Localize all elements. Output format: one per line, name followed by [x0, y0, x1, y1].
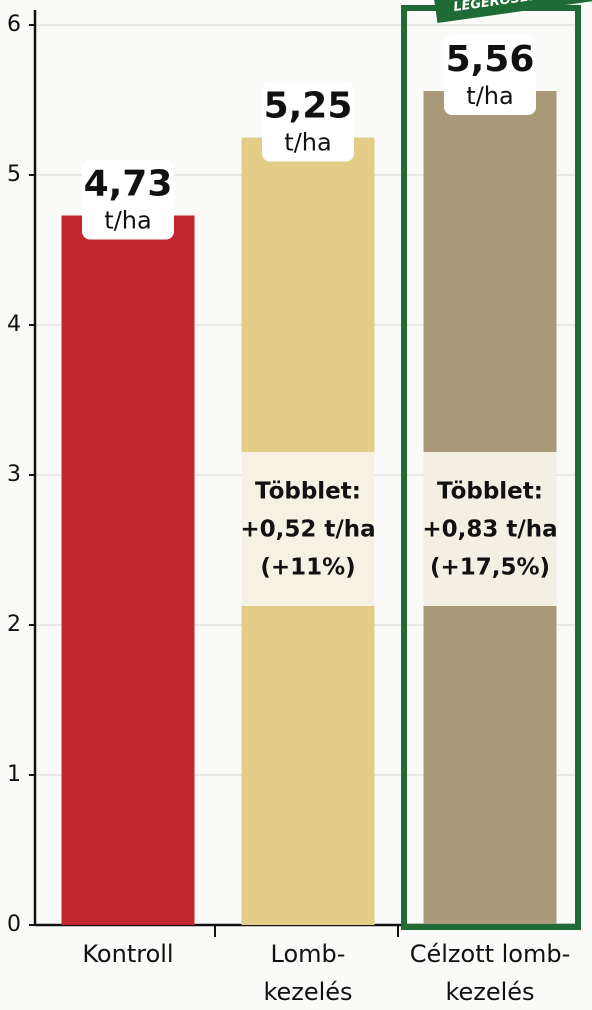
y-tick-label: 6	[7, 12, 21, 37]
annotation: +0,52 t/ha	[240, 517, 375, 543]
value-label: 4,73	[84, 164, 173, 205]
value-unit: t/ha	[284, 129, 331, 157]
y-tick-label: 3	[7, 462, 21, 487]
annotation: (+11%)	[260, 555, 355, 581]
y-tick-label: 2	[7, 612, 21, 637]
annotation: (+17,5%)	[430, 555, 550, 581]
x-tick-label-line: kezelés	[445, 978, 534, 1006]
y-tick-label: 5	[7, 162, 21, 187]
x-tick-label: Kontroll	[82, 940, 173, 968]
y-tick-label: 0	[7, 912, 21, 937]
x-tick-label-line: Lomb-	[271, 940, 346, 968]
annotation: +0,83 t/ha	[422, 517, 557, 543]
y-tick-label: 4	[7, 312, 21, 337]
value-label: 5,56	[446, 39, 535, 80]
chart: 01234564,73t/haKontrollTöbblet:+0,52 t/h…	[0, 0, 592, 1010]
value-unit: t/ha	[466, 82, 513, 110]
annotation: Többlet:	[437, 479, 543, 505]
x-tick-label-line: Kontroll	[82, 940, 173, 968]
x-tick-label-line: Célzott lomb-	[410, 940, 571, 968]
value-unit: t/ha	[104, 207, 151, 235]
annotation: Többlet:	[255, 479, 361, 505]
value-label: 5,25	[264, 86, 353, 127]
bar	[62, 216, 195, 926]
x-tick-label-line: kezelés	[263, 978, 352, 1006]
y-tick-label: 1	[7, 762, 21, 787]
